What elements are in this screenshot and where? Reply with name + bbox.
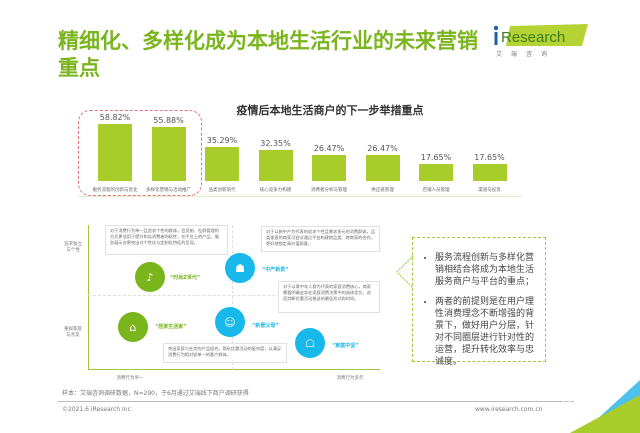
bar [205, 146, 239, 181]
y-label-bottom: 重视家庭与亲友 [64, 327, 82, 338]
page-number: 11 [560, 398, 573, 408]
callout-z-generation: 对于消费行为单一且追求个性的群体，会员制、社群管理的方式更适用于提升和店消费者的… [105, 225, 228, 255]
copyright: ©2021.6 iResearch Inc [62, 406, 131, 413]
parent-child-icon: ☺ [215, 307, 245, 337]
y-label-top: 追求独立与个性 [64, 242, 82, 253]
bar-value-label: 35.29% [206, 135, 238, 145]
bar-value-label: 17.65% [420, 152, 452, 162]
bar [312, 155, 346, 181]
bar-value-label: 32.35% [260, 138, 291, 148]
category-label: 多样化营销与活动推广 [146, 188, 191, 193]
bar-value-label: 26.47% [367, 144, 398, 154]
callout-arrow [396, 255, 414, 289]
summary-box: 服务流程创新与多样化营销相结合将成为本地生活服务商户与平台的重点； 两者的前提则… [412, 237, 546, 367]
category-label: 品类创新迭代 [208, 188, 236, 193]
divider [78, 196, 522, 197]
bar [472, 163, 507, 181]
shopping-person-icon: ☖ [295, 328, 325, 358]
bar [258, 149, 293, 181]
bar-value-label: 58.82% [99, 113, 131, 122]
sample-note: 样本：艾瑞咨询调研数据，N=290，于6月通过艾瑞线下商户调研获得 [62, 390, 249, 397]
highlight-box [78, 110, 202, 196]
bar-value-label: 55.88% [153, 115, 184, 125]
category-label: 核心竞争力构建 [259, 188, 292, 193]
logo-subtitle: 艾瑞咨询 [496, 51, 557, 58]
persona-middle-class: “中产新贵” [262, 267, 289, 273]
category-label: 服务流程的创新与优化 [92, 188, 138, 193]
callout-middle-class: 对于以新中产为代表的追求个性且需求多元的消费群体，品类垂直的商家可尝试通过平台构… [261, 226, 380, 252]
page-corner-decoration [570, 380, 640, 433]
x-axis [88, 369, 380, 370]
website-link[interactable]: www.iresearch.com.cn [475, 406, 543, 413]
guitar-person-icon: ♪ [135, 262, 165, 292]
callout-home-life: 突出家庭与社交的产品组合，简化优惠活动的复杂度，以满足消费行为相对较单一的客户群… [163, 343, 287, 363]
category-label: 消费者分析与管理 [311, 188, 347, 193]
footer-divider [58, 401, 574, 402]
x-label-left: 消费行为单一 [116, 376, 144, 381]
page-title: 精细化、多样化成为本地生活行业的未来营销重点 [58, 29, 478, 80]
persona-new-parents: “新晋父母” [252, 323, 279, 329]
category-label: 供应链管理 [371, 188, 394, 193]
bar [151, 126, 186, 181]
bar [98, 124, 132, 181]
bar [365, 155, 400, 181]
meeting-people-icon: ☗ [225, 253, 255, 283]
persona-family-core: “家庭中坚” [332, 343, 359, 349]
persona-home-life: “居家生活家” [155, 324, 187, 330]
category-label: 渠道与投资 [478, 188, 501, 193]
chart-title: 疫情后本地生活商户的下一步举措重点 [236, 104, 424, 117]
quadrant-divider-v [232, 225, 233, 370]
summary-point: 两者的前提则是在用户理性消费理念不断增强的背景下，做好用户分层，针对不同圈层进行… [435, 296, 537, 368]
bar [419, 163, 453, 181]
x-label-right: 消费行为多元 [336, 376, 364, 381]
category-label: 店铺人员管理 [422, 188, 450, 193]
callout-family-core: 对于以青中年人群为代表的家庭消费核心，商家需要明确业务在家庭消费决策中的具体定位… [278, 281, 380, 313]
summary-point: 服务流程创新与多样化营销相结合将成为本地生活服务商户与平台的重点； [435, 252, 537, 288]
bar-value-label: 26.47% [313, 144, 345, 154]
y-axis [88, 225, 89, 370]
persona-z-generation: “时尚Z世代” [170, 275, 201, 281]
bar-value-label: 17.65% [474, 152, 505, 162]
quadrant-divider-h [88, 295, 380, 296]
sofa-family-icon: ⌂ [118, 312, 148, 342]
svg-text:Research: Research [501, 29, 565, 46]
iresearch-logo: Research [493, 24, 588, 46]
